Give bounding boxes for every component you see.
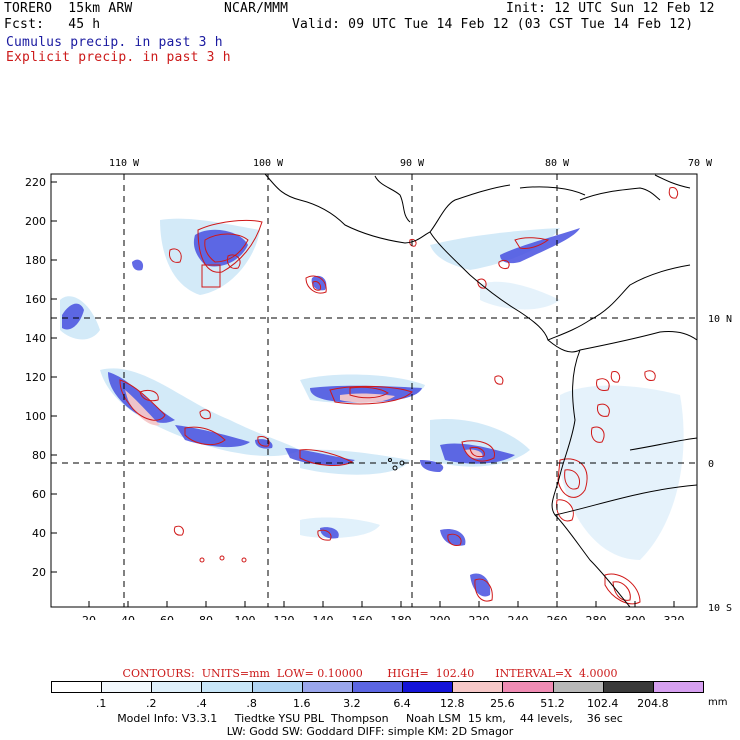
contours-info: CONTOURS: UNITS=mm LOW= 0.10000 HIGH= 10…: [122, 667, 618, 680]
x-tick: 120: [274, 614, 295, 620]
x-tick: 20: [82, 614, 96, 620]
lon-label: 80 W: [545, 158, 570, 169]
y-tick: 80: [32, 449, 46, 462]
x-tick: 240: [508, 614, 529, 620]
y-tick: 60: [32, 488, 46, 501]
y-tick: 120: [25, 371, 46, 384]
axis-ticks: [51, 181, 675, 607]
colorbar-cell: [351, 681, 404, 693]
y-tick: 180: [25, 254, 46, 267]
model-info-line1: Model Info: V3.3.1 Tiedtke YSU PBL Thomp…: [117, 712, 623, 725]
explicit-precip-contours: [119, 187, 679, 605]
colorbar-label: .2: [146, 697, 157, 710]
colorbar-label: 25.6: [490, 697, 515, 710]
y-tick: 220: [25, 176, 46, 189]
colorbar-label: 1.6: [293, 697, 311, 710]
colorbar-cell: [402, 681, 454, 693]
colorbar-cell: [552, 681, 604, 693]
model-info-line2: LW: Godd SW: Goddard DIFF: simple KM: 2D…: [226, 725, 514, 738]
x-tick: 40: [121, 614, 135, 620]
bottom-tick-labels: 20 40 60 80 100 120 140 160 180 200 220 …: [82, 614, 685, 620]
x-tick: 220: [469, 614, 490, 620]
forecast-hour: Fcst: 45 h: [4, 17, 101, 32]
colorbar-cell: [151, 681, 203, 693]
x-tick: 300: [625, 614, 646, 620]
colorbar-cell: [51, 681, 103, 693]
y-tick: 100: [25, 410, 46, 423]
lon-label: 70 W: [688, 158, 713, 169]
x-tick: 60: [160, 614, 174, 620]
colorbar-cell: [301, 681, 353, 693]
x-tick: 160: [352, 614, 373, 620]
colorbar-label: .8: [246, 697, 257, 710]
y-tick: 40: [32, 527, 46, 540]
colorbar-label: .1: [95, 697, 107, 710]
lon-label: 100 W: [253, 158, 284, 169]
x-tick: 260: [547, 614, 568, 620]
colorbar-cell: [502, 681, 554, 693]
colorbar-label: 12.8: [439, 697, 465, 710]
colorbar-cell: [251, 681, 303, 693]
colorbar-cell: [652, 681, 704, 693]
colorbar-label: 102.4: [586, 697, 619, 710]
colorbar-unit: mm: [708, 697, 728, 708]
x-tick: 200: [430, 614, 451, 620]
top-lon-labels: 110 W 100 W 90 W 80 W 70 W: [109, 158, 713, 169]
lat-label: 10 S: [708, 603, 732, 614]
y-tick: 20: [32, 566, 46, 579]
model-title: TORERO 15km ARW: [4, 1, 133, 16]
y-tick: 200: [25, 215, 46, 228]
lat-label: 0: [708, 459, 714, 470]
colorbar-label: 204.8: [637, 697, 669, 710]
init-time: Init: 12 UTC Sun 12 Feb 12: [506, 1, 715, 16]
x-tick: 80: [199, 614, 213, 620]
colorbar-cell: [101, 681, 153, 693]
org-label: NCAR/MMM: [224, 1, 289, 16]
lon-label: 110 W: [109, 158, 140, 169]
coastlines: [264, 173, 698, 608]
colorbar-label: 51.2: [540, 697, 565, 710]
colorbar-label: 3.2: [343, 697, 361, 710]
y-tick: 160: [25, 293, 46, 306]
lat-label: 10 N: [708, 314, 732, 325]
legend-explicit: Explicit precip. in past 3 h: [6, 50, 231, 65]
x-tick: 280: [586, 614, 607, 620]
colorbar-cell: [602, 681, 654, 693]
left-tick-labels: 220 200 180 160 140 120 100 80 60 40 20: [25, 176, 46, 579]
x-tick: 180: [391, 614, 412, 620]
valid-time: Valid: 09 UTC Tue 14 Feb 12 (03 CST Tue …: [292, 17, 694, 32]
x-tick: 140: [313, 614, 334, 620]
lon-label: 90 W: [400, 158, 425, 169]
colorbar-label: .4: [196, 697, 207, 710]
colorbar-cell: [452, 681, 504, 693]
legend-cumulus: Cumulus precip. in past 3 h: [6, 35, 223, 50]
precip-map: 110 W 100 W 90 W 80 W 70 W 220 200 180 1…: [25, 158, 732, 620]
right-lat-labels: 10 N 0 10 S: [708, 314, 732, 614]
graticule: [51, 174, 697, 607]
colorbar-label: 6.4: [393, 697, 411, 710]
x-tick: 100: [235, 614, 256, 620]
x-tick: 320: [664, 614, 685, 620]
colorbar-cell: [201, 681, 253, 693]
y-tick: 140: [25, 332, 46, 345]
